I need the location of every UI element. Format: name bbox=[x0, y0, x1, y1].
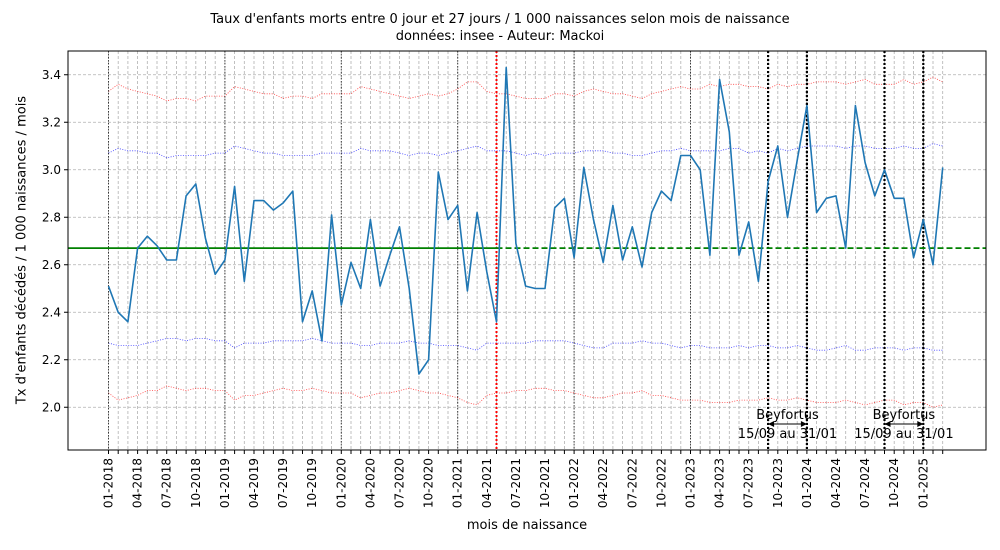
x-tick-label: 04-2024 bbox=[829, 458, 843, 508]
grid bbox=[68, 51, 986, 450]
x-tick-label: 04-2022 bbox=[596, 458, 610, 508]
x-tick-label: 04-2021 bbox=[480, 458, 494, 508]
x-tick-label: 07-2018 bbox=[160, 458, 174, 508]
beyfortus-label: Beyfortus bbox=[873, 408, 936, 423]
y-tick-label: 3.0 bbox=[42, 163, 61, 177]
x-tick-label: 01-2023 bbox=[684, 458, 698, 508]
y-tick-label: 2.2 bbox=[42, 353, 61, 367]
x-tick-label: 04-2019 bbox=[247, 458, 261, 508]
beyfortus-arrow-head-right bbox=[800, 421, 807, 427]
y-tick-label: 2.0 bbox=[42, 400, 61, 414]
series-group bbox=[107, 66, 944, 375]
beyfortus-arrow-head-left bbox=[768, 421, 775, 427]
x-tick-label: 07-2020 bbox=[393, 458, 407, 508]
x-tick-label: 10-2022 bbox=[654, 458, 668, 508]
plot-frame bbox=[67, 50, 987, 451]
series-line bbox=[107, 66, 944, 375]
beyfortus-period-label: 15/09 au 31/01 bbox=[854, 427, 953, 442]
x-tick-label: 07-2019 bbox=[276, 458, 290, 508]
annotations: Beyfortus 15/09 au 31/01 Beyfortus 15/09 au… bbox=[738, 408, 954, 442]
y-tick-label: 2.4 bbox=[42, 305, 61, 319]
x-tick-label: 07-2024 bbox=[858, 458, 872, 508]
x-tick-label: 04-2018 bbox=[131, 458, 145, 508]
x-tick-label: 01-2019 bbox=[218, 458, 232, 508]
y-tick-label: 2.8 bbox=[42, 210, 61, 224]
x-tick-label: 01-2025 bbox=[916, 458, 930, 508]
y-axis-label: Tx d'enfants décédés / 1 000 naissances … bbox=[14, 95, 30, 405]
confidence-bands bbox=[108, 76, 943, 408]
beyfortus-arrow-head-right bbox=[917, 421, 924, 427]
beyfortus-label: Beyfortus bbox=[756, 408, 819, 423]
y-tick-label: 3.4 bbox=[42, 68, 61, 82]
x-tick-label: 10-2020 bbox=[422, 458, 436, 508]
band-lower-line bbox=[108, 385, 943, 408]
x-tick-label: 10-2021 bbox=[538, 458, 552, 508]
x-tick-label: 01-2022 bbox=[567, 458, 581, 508]
beyfortus-arrow-head-left bbox=[884, 421, 891, 427]
chart-subtitle: données: insee - Auteur: Mackoi bbox=[395, 29, 605, 44]
vertical-markers bbox=[108, 51, 925, 450]
x-tick-label: 10-2023 bbox=[771, 458, 785, 508]
x-tick-label: 07-2021 bbox=[509, 458, 523, 508]
x-tick-label: 01-2024 bbox=[800, 458, 814, 508]
x-tick-label: 07-2022 bbox=[625, 458, 639, 508]
x-axis-label: mois de naissance bbox=[466, 518, 588, 533]
band-lower-line bbox=[108, 337, 943, 351]
axes: 2.0 2.2 2.4 2.6 2.8 3.0 3.2 3.4 01-2018 04-2018 07… bbox=[42, 68, 944, 508]
x-tick-label: 07-2023 bbox=[742, 458, 756, 508]
x-tick-label: 01-2020 bbox=[334, 458, 348, 508]
y-tick-label: 3.2 bbox=[42, 115, 61, 129]
x-tick-label: 10-2018 bbox=[189, 458, 203, 508]
x-tick-label: 04-2020 bbox=[363, 458, 377, 508]
band-upper-line bbox=[108, 143, 943, 159]
x-tick-label: 10-2024 bbox=[887, 458, 901, 508]
y-tick-label: 2.6 bbox=[42, 258, 61, 272]
x-tick-label: 01-2021 bbox=[451, 458, 465, 508]
band-upper-line bbox=[108, 76, 943, 102]
x-tick-label: 01-2018 bbox=[102, 458, 116, 508]
beyfortus-period-label: 15/09 au 31/01 bbox=[738, 427, 837, 442]
x-tick-label: 04-2023 bbox=[713, 458, 727, 508]
x-tick-label: 10-2019 bbox=[305, 458, 319, 508]
chart-title: Taux d'enfants morts entre 0 jour et 27 … bbox=[210, 12, 790, 27]
